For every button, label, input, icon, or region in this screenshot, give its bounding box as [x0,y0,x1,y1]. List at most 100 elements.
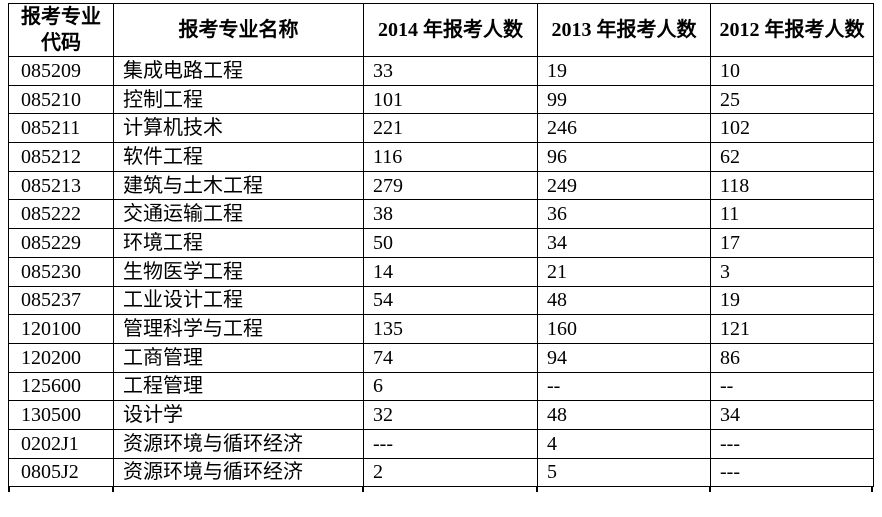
cell-code: 085237 [8,285,114,316]
cell-code: 085230 [8,256,114,287]
cell-name: 生物医学工程 [113,256,364,287]
cell-y2013: 48 [537,285,711,316]
cell-y2014: --- [363,428,538,459]
cell-code: 085229 [8,228,114,258]
cell-y2013: 5 [537,457,711,488]
cell-name: 工程管理 [113,371,364,402]
col-header-applicants-2013: 2013 年报考人数 [537,3,711,57]
cell-y2012: 10 [710,56,874,86]
cell-code: 085209 [8,56,114,86]
table-row: 0202J1 资源环境与循环经济 --- 4 --- [8,428,874,459]
cell-code: 085212 [8,142,114,172]
table-body: 085209 集成电路工程 33 19 10 085210 控制工程 101 99 25 08521… [8,56,874,488]
cell-y2012: 19 [710,285,874,316]
cell-code: 120200 [8,342,114,373]
table-row: 125600 工程管理 6 -- -- [8,371,874,402]
table-row: 085237 工业设计工程 54 48 19 [8,285,874,316]
table-row: 120200 工商管理 74 94 86 [8,342,874,373]
cell-y2013: 48 [537,400,711,430]
table-bottom-border-stub [112,486,114,492]
cell-y2012: --- [710,428,874,459]
cell-y2014: 135 [363,314,538,344]
cell-y2012: 25 [710,84,874,115]
cell-y2012: 121 [710,314,874,344]
cell-y2012: 62 [710,142,874,172]
cell-name: 交通运输工程 [113,199,364,230]
header-row: 报考专业 代码 报考专业名称 2014 年报考人数 2013 年报考人数 201… [8,3,874,57]
cell-y2014: 33 [363,56,538,86]
cell-y2014: 54 [363,285,538,316]
cell-y2013: 21 [537,256,711,287]
cell-name: 资源环境与循环经济 [113,428,364,459]
table-row: 085209 集成电路工程 33 19 10 [8,56,874,86]
cell-name: 环境工程 [113,228,364,258]
cell-y2012: 34 [710,400,874,430]
table-row: 085230 生物医学工程 14 21 3 [8,256,874,287]
cell-y2013: 246 [537,113,711,144]
cell-y2013: 4 [537,428,711,459]
cell-y2012: 118 [710,170,874,201]
cell-y2014: 116 [363,142,538,172]
cell-code: 085222 [8,199,114,230]
cell-y2014: 101 [363,84,538,115]
cell-code: 0202J1 [8,428,114,459]
cell-code: 125600 [8,371,114,402]
cell-name: 工业设计工程 [113,285,364,316]
cell-y2013: 249 [537,170,711,201]
table-row: 085210 控制工程 101 99 25 [8,84,874,115]
cell-name: 建筑与土木工程 [113,170,364,201]
applicants-table-container: 报考专业 代码 报考专业名称 2014 年报考人数 2013 年报考人数 201… [8,3,874,488]
cell-y2013: 96 [537,142,711,172]
cell-y2013: -- [537,371,711,402]
cell-name: 资源环境与循环经济 [113,457,364,488]
cell-y2012: 102 [710,113,874,144]
cell-y2014: 38 [363,199,538,230]
cell-y2013: 36 [537,199,711,230]
cell-y2014: 74 [363,342,538,373]
cell-code: 085210 [8,84,114,115]
col-header-major-name: 报考专业名称 [113,3,364,57]
cell-y2012: 11 [710,199,874,230]
table-row: 085211 计算机技术 221 246 102 [8,113,874,144]
table-bottom-border-stub [8,486,10,492]
cell-code: 085211 [8,113,114,144]
col-header-applicants-2014: 2014 年报考人数 [363,3,538,57]
cell-y2013: 160 [537,314,711,344]
cell-name: 工商管理 [113,342,364,373]
cell-y2014: 50 [363,228,538,258]
cell-y2013: 19 [537,56,711,86]
cell-y2013: 34 [537,228,711,258]
cell-code: 120100 [8,314,114,344]
cell-y2014: 14 [363,256,538,287]
cell-y2012: --- [710,457,874,488]
table-bottom-border-stub [536,486,538,492]
cell-name: 管理科学与工程 [113,314,364,344]
cell-y2014: 2 [363,457,538,488]
cell-y2012: 3 [710,256,874,287]
cell-y2014: 32 [363,400,538,430]
cell-y2012: -- [710,371,874,402]
cell-y2014: 221 [363,113,538,144]
col-header-applicants-2012: 2012 年报考人数 [710,3,874,57]
cell-name: 设计学 [113,400,364,430]
cell-name: 软件工程 [113,142,364,172]
col-header-major-code: 报考专业 代码 [8,3,114,57]
cell-y2013: 99 [537,84,711,115]
table-bottom-border-stub [871,486,873,492]
table-bottom-border-stub [362,486,364,492]
cell-y2012: 86 [710,342,874,373]
cell-y2014: 279 [363,170,538,201]
table-row: 085229 环境工程 50 34 17 [8,228,874,258]
cell-name: 计算机技术 [113,113,364,144]
table-row: 0805J2 资源环境与循环经济 2 5 --- [8,457,874,488]
cell-name: 控制工程 [113,84,364,115]
table-row: 085212 软件工程 116 96 62 [8,142,874,172]
table-row: 085222 交通运输工程 38 36 11 [8,199,874,230]
cell-code: 085213 [8,170,114,201]
cell-y2012: 17 [710,228,874,258]
cell-code: 0805J2 [8,457,114,488]
cell-code: 130500 [8,400,114,430]
table-row: 120100 管理科学与工程 135 160 121 [8,314,874,344]
cell-y2013: 94 [537,342,711,373]
